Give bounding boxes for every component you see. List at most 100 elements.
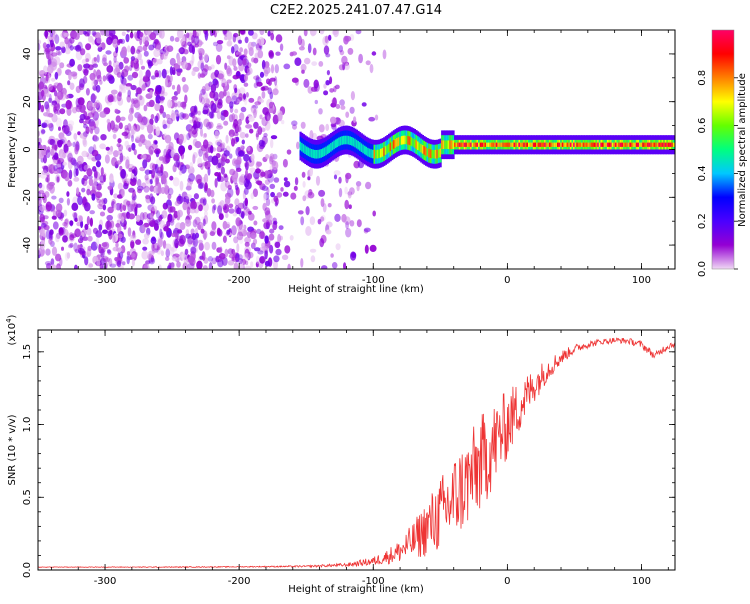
signal-cell (548, 142, 552, 147)
noise-cell (68, 244, 73, 249)
signal-cell (323, 147, 326, 157)
signal-cell (328, 144, 331, 153)
noise-cell (85, 88, 90, 96)
noise-cell (182, 101, 187, 110)
noise-cell (84, 252, 90, 258)
noise-cell (124, 140, 129, 148)
noise-cell (85, 43, 92, 51)
noise-cell (129, 31, 134, 39)
noise-cell (188, 144, 193, 151)
noise-cell (153, 48, 161, 58)
noise-cell (48, 122, 54, 132)
noise-cell (119, 152, 124, 163)
signal-cell (394, 139, 397, 148)
noise-cell (95, 160, 101, 168)
noise-cell (137, 188, 143, 194)
noise-cell (307, 43, 312, 54)
noise-cell (349, 106, 355, 114)
noise-cell (143, 233, 150, 239)
signal-cell (672, 142, 675, 147)
noise-cell (38, 200, 42, 207)
noise-cell (142, 44, 148, 52)
noise-cell (154, 140, 158, 145)
signal-cell (431, 149, 434, 159)
noise-cell (67, 152, 73, 163)
signal-cell (378, 149, 381, 158)
noise-cell (261, 185, 269, 192)
noise-cell (151, 236, 156, 242)
noise-cell (88, 64, 94, 71)
noise-cell (228, 114, 234, 123)
noise-cell (38, 182, 43, 189)
noise-cell (87, 35, 94, 43)
noise-cell (113, 193, 118, 199)
noise-cell (201, 85, 206, 95)
noise-cell (87, 245, 92, 252)
noise-cell (142, 212, 149, 220)
noise-cell (56, 109, 61, 115)
noise-cell (162, 174, 167, 185)
noise-cell (86, 30, 91, 37)
signal-cell (407, 136, 410, 145)
noise-cell (46, 262, 52, 269)
noise-cell (144, 174, 149, 181)
signal-cell (341, 136, 344, 145)
noise-cell (93, 79, 99, 86)
noise-cell (225, 134, 229, 144)
noise-cell (197, 72, 202, 79)
noise-cell (186, 214, 193, 221)
noise-cell (296, 141, 300, 150)
signal-cell (310, 149, 313, 158)
noise-cell (95, 167, 101, 172)
noise-cell (187, 166, 195, 175)
noise-cell (128, 65, 133, 71)
noise-cell (126, 178, 131, 184)
noise-cell (51, 113, 58, 123)
noise-cell (156, 210, 160, 219)
noise-cell (125, 144, 132, 151)
noise-cell (279, 43, 284, 52)
noise-cell (171, 262, 175, 269)
noise-cell (185, 218, 192, 227)
signal-cell (500, 142, 503, 147)
signal-cell (314, 149, 317, 159)
noise-cell (341, 55, 348, 65)
noise-cell (193, 120, 197, 130)
noise-cell (68, 169, 73, 180)
signal-cell (495, 142, 498, 147)
noise-cell (92, 135, 98, 142)
noise-cell (63, 218, 69, 229)
noise-cell (196, 260, 203, 269)
noise-cell (86, 227, 92, 236)
noise-cell (38, 247, 41, 256)
noise-cell (89, 121, 96, 131)
noise-cell (181, 76, 186, 83)
signal-cell (426, 148, 429, 157)
noise-cell (338, 45, 343, 53)
signal-cell (462, 142, 465, 147)
noise-cell (233, 100, 240, 105)
noise-cell (92, 63, 98, 68)
noise-cell (315, 175, 321, 186)
noise-cell (118, 122, 123, 130)
signal-cell (425, 147, 428, 156)
signal-cell (574, 142, 577, 147)
signal-cell (532, 142, 535, 147)
noise-cell (201, 97, 205, 105)
noise-cell (117, 224, 122, 235)
noise-cell (49, 38, 54, 48)
noise-cell (139, 134, 146, 144)
noise-cell (127, 123, 132, 132)
noise-cell (125, 156, 130, 166)
noise-cell (131, 169, 136, 174)
noise-cell (175, 242, 179, 249)
noise-cell (211, 198, 216, 204)
noise-cell (99, 211, 106, 217)
noise-cell (245, 161, 249, 171)
noise-cell (203, 53, 209, 63)
signal-cell (629, 142, 632, 147)
noise-cell (266, 115, 270, 124)
noise-cell (119, 165, 123, 171)
noise-cell (89, 210, 95, 215)
signal-cell (643, 142, 647, 147)
